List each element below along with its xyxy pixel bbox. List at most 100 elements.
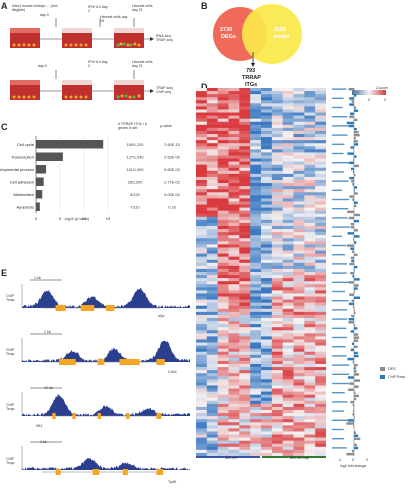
heatmap-cell (293, 134, 305, 138)
heatmap-cell (271, 397, 283, 402)
heatmap-cell (304, 137, 316, 141)
heatmap-cell (271, 219, 283, 224)
heatmap-cell (261, 216, 273, 221)
heatmap-cell (250, 213, 262, 218)
heatmap-cell (304, 278, 316, 282)
bar-cell-adhesion (36, 177, 44, 186)
gene-label-mark (332, 263, 348, 265)
heatmap-cell (217, 140, 229, 144)
heatmap-cell (196, 425, 208, 429)
heatmap-cell (228, 158, 240, 162)
heatmap-cell (206, 158, 218, 162)
zscore-gradient-bar (352, 90, 386, 95)
heatmap-cell (282, 321, 294, 325)
heatmap-cell (217, 115, 229, 119)
heatmap-cell (271, 287, 283, 291)
heatmap-cell (304, 440, 316, 445)
heatmap-cell (282, 127, 294, 132)
heatmap-cell (206, 103, 218, 107)
heatmap-cell (228, 198, 240, 202)
heatmap-cell (250, 201, 262, 205)
heatmap-cell (206, 437, 218, 441)
heatmap-cell (196, 287, 208, 291)
heatmap-cell (315, 134, 326, 138)
heatmap-cell (261, 121, 273, 126)
heatmap-cell (261, 155, 273, 159)
heatmap-cell (304, 247, 316, 251)
heatmap-cell (250, 173, 262, 178)
heatmap-cell (250, 161, 262, 165)
heatmap-cell (282, 342, 294, 346)
heatmap-cell (250, 443, 262, 448)
heatmap-cell (282, 339, 294, 343)
fold-change-bar (350, 222, 354, 226)
heatmap-cell (271, 382, 283, 386)
panel-a-schematic (10, 18, 154, 100)
heatmap-cell (282, 437, 294, 441)
heatmap-cell (196, 324, 208, 328)
heatmap-cell (250, 403, 262, 408)
heatmap-cell (315, 115, 326, 119)
heatmap-cell (228, 253, 240, 257)
heatmap-cell (196, 452, 208, 456)
heatmap-cell (196, 406, 208, 411)
heatmap-cell (261, 226, 273, 230)
heatmap-cell (206, 324, 218, 328)
heatmap-cell (293, 318, 305, 322)
heatmap-cell (282, 189, 294, 193)
heatmap-cell (282, 186, 294, 190)
heatmap-cell (250, 425, 262, 429)
heatmap-cell (206, 189, 218, 193)
heatmap-cell (304, 262, 316, 267)
heatmap-cell (293, 226, 305, 230)
heatmap-cell (196, 293, 208, 297)
heatmap-cell (239, 446, 251, 451)
heatmap-cell (315, 354, 326, 359)
heatmap-cell (293, 443, 305, 448)
heatmap-cell (304, 189, 316, 193)
heatmap-cell (217, 238, 229, 242)
heatmap-cell (293, 94, 305, 98)
heatmap-cell (271, 275, 283, 279)
heatmap-cell (304, 235, 316, 239)
heatmap-cell (271, 137, 283, 141)
heatmap-cell (250, 419, 262, 423)
heatmap-cell (217, 207, 229, 211)
heatmap-cell (271, 314, 283, 319)
heatmap-cell (239, 293, 251, 297)
heatmap-cell (315, 176, 326, 181)
heatmap-cell (271, 241, 283, 245)
heatmap-cell (250, 204, 262, 208)
heatmap-cell (217, 222, 229, 227)
gene-label-mark (332, 217, 348, 219)
heatmap-cell (315, 422, 326, 426)
heatmap-cell (217, 437, 229, 441)
heatmap-cell (304, 336, 316, 340)
fold-change-bar (349, 195, 354, 198)
heatmap-cell (228, 311, 240, 316)
schematic-row2-harvest: Harvest cells day 21 (132, 60, 153, 68)
heatmap-cell (304, 127, 316, 132)
heatmap-cell (217, 449, 229, 454)
heatmap-cell (304, 94, 316, 98)
heatmap-cell (293, 106, 305, 110)
x-tick-label: 10 (82, 216, 87, 220)
heatmap-cell (304, 406, 316, 411)
heatmap-cell (293, 173, 305, 178)
heatmap-cell (206, 281, 218, 285)
heatmap-cell (250, 170, 262, 175)
heatmap-cell (250, 88, 262, 92)
heatmap-cell (282, 443, 294, 448)
heatmap-cell (315, 173, 326, 178)
heatmap-cell (315, 167, 326, 172)
heatmap-cell (315, 155, 326, 159)
heatmap-cell (304, 299, 316, 303)
heatmap-cell (228, 302, 240, 307)
heatmap-cell (206, 422, 218, 426)
heatmap-cell (250, 272, 262, 276)
heatmap-cell (217, 127, 229, 132)
heatmap-cell (196, 91, 208, 95)
gene-label-mark (332, 143, 345, 145)
heatmap-cell (239, 176, 251, 181)
schematic-row-1 (10, 18, 154, 48)
